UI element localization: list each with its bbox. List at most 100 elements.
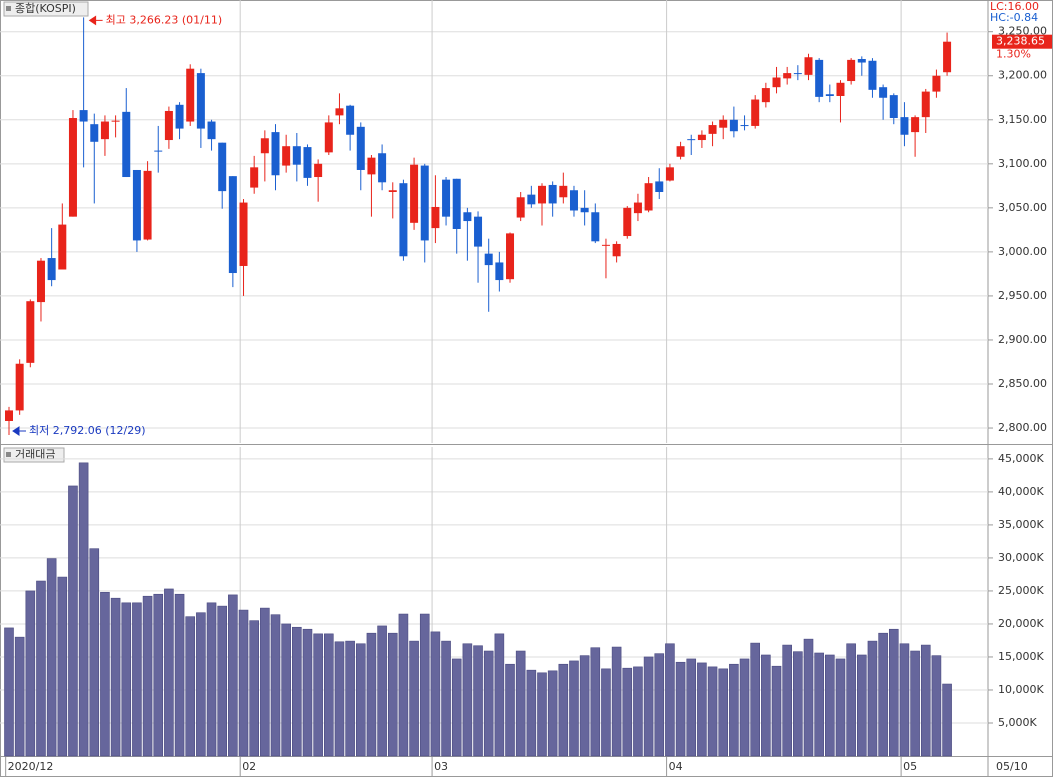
candle-body (378, 153, 387, 183)
candle-body (644, 183, 653, 211)
volume-bar (228, 594, 238, 757)
candle-body (207, 121, 216, 140)
volume-bar (601, 668, 611, 757)
high-arrow (88, 15, 103, 26)
volume-bar (441, 640, 451, 757)
candle-body (857, 59, 866, 63)
title-icon (6, 452, 11, 457)
volume-bar (505, 663, 515, 757)
y-tick-label: 2,900.00 (998, 333, 1047, 346)
volume-bar (217, 605, 227, 757)
candle-body (772, 77, 781, 88)
candle-body (943, 41, 952, 73)
candle-body (623, 207, 632, 237)
x-tick-label: 04 (669, 760, 683, 773)
candle-body (250, 167, 259, 188)
high-label: 최고 3,266.23 (01/11) (106, 13, 223, 26)
volume-bar (345, 640, 355, 757)
volume-bar (68, 485, 78, 757)
volume-bar (323, 633, 334, 757)
candle-body (346, 105, 355, 135)
candle-body (729, 119, 738, 132)
candle-body (47, 258, 56, 281)
volume-bar (718, 668, 729, 757)
volume-bar (814, 652, 824, 757)
volume-bar (569, 660, 579, 757)
candle-body (100, 121, 109, 140)
candle-body (569, 190, 578, 211)
volume-bar (665, 643, 675, 757)
date-label: 05/10 (996, 760, 1028, 773)
volume-bar (100, 591, 110, 757)
volume-bar (729, 663, 739, 757)
candle-body (335, 108, 344, 116)
candle-body (900, 117, 909, 135)
candle-body (889, 95, 898, 119)
volume-bar (142, 595, 153, 757)
volume-bar (611, 646, 622, 757)
candle-body (90, 124, 99, 142)
x-tick-label: 2020/12 (8, 760, 54, 773)
candle-body (303, 147, 312, 178)
candle-body (484, 253, 493, 266)
candle-body (58, 224, 67, 270)
candle-body (804, 57, 813, 75)
candle-body (442, 179, 451, 217)
candle-body (612, 243, 621, 257)
volume-bar (761, 654, 771, 757)
y-tick-label: 35,000K (998, 518, 1044, 531)
candle-body (708, 125, 717, 134)
volume-bar (451, 658, 462, 757)
candle-body (260, 138, 269, 154)
volume-bar (707, 666, 718, 757)
candle-body (655, 181, 664, 192)
candle-body (687, 139, 696, 141)
volume-bar (878, 632, 888, 757)
low-label: 최저 2,792.06 (12/29) (29, 424, 146, 437)
y-tick-label: 2,850.00 (998, 377, 1047, 390)
candle-body (879, 87, 888, 98)
volume-bar (920, 644, 931, 757)
volume-bar (633, 666, 643, 757)
candle-body (740, 125, 749, 127)
candle-body (218, 142, 227, 192)
volume-bar (366, 632, 377, 757)
candle-body (665, 167, 674, 181)
candle-body (239, 202, 248, 266)
volume-bar (643, 656, 654, 757)
volume-bar (292, 626, 302, 757)
candle-body (186, 68, 195, 122)
candle-body (719, 119, 728, 128)
volume-bar (132, 602, 142, 757)
candle-body (847, 59, 856, 82)
volume-bar (46, 558, 57, 757)
candle-body (506, 233, 515, 280)
volume-bar (153, 593, 164, 757)
y-tick-label: 3,150.00 (998, 113, 1047, 126)
volume-bar (825, 654, 835, 757)
volume-bar (89, 548, 100, 757)
volume-bar (888, 628, 899, 757)
candle-body (271, 132, 280, 176)
volume-bar (281, 623, 291, 757)
candle-body (601, 244, 610, 246)
candle-body (783, 73, 792, 79)
candle-body (580, 207, 589, 213)
volume-bar (25, 590, 36, 757)
price-title: 종합(KOSPI) (15, 2, 76, 15)
volume-bar (164, 588, 174, 757)
y-tick-label: 15,000K (998, 650, 1044, 663)
candle-body (143, 170, 152, 240)
y-tick-label: 3,250.00 (998, 25, 1047, 38)
volume-bar (942, 683, 952, 757)
candle-body (825, 94, 834, 96)
candle-body (15, 363, 24, 411)
title-icon (6, 6, 11, 11)
candle-body (836, 82, 845, 96)
y-tick-label: 40,000K (998, 485, 1044, 498)
candle-body (761, 88, 770, 103)
candle-body (388, 190, 397, 192)
candle-body (282, 146, 291, 166)
volume-bar (398, 613, 409, 757)
y-tick-label: 5,000K (998, 716, 1037, 729)
